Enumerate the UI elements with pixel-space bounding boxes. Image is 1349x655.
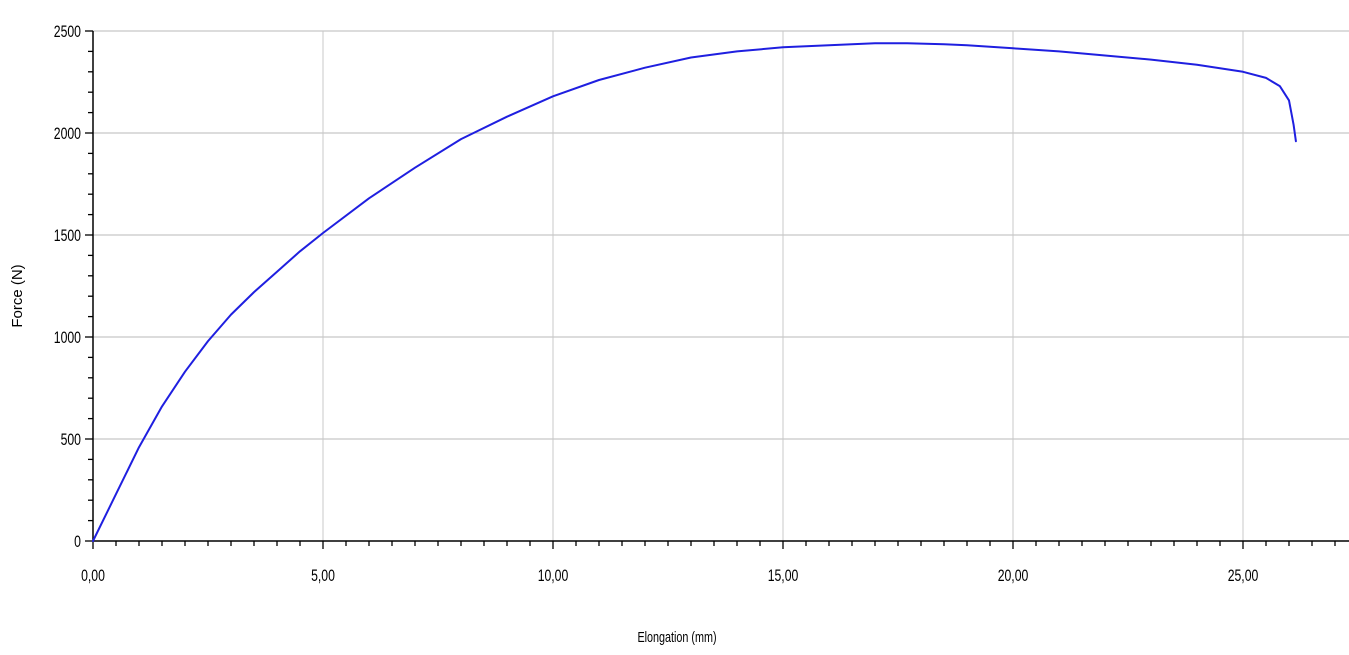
x-tick-label: 0,00 [81, 567, 105, 585]
tick-labels: 0,00 5,00 10,00 15,00 20,00 25,00 0 500 1000 1500… [54, 23, 1259, 585]
x-tick-label: 20,00 [998, 567, 1029, 585]
x-tick-label: 10,00 [538, 567, 569, 585]
y-tick-label: 2500 [54, 23, 81, 41]
x-tick-label: 25,00 [1228, 567, 1259, 585]
y-tick-label: 1000 [54, 329, 81, 347]
y-tick-label: 500 [61, 431, 81, 449]
x-tick-label: 5,00 [311, 567, 335, 585]
axes [92, 31, 1349, 542]
x-axis-title: Elongation (mm) [637, 628, 716, 645]
y-tick-label: 1500 [54, 227, 81, 245]
data-series [92, 42, 1297, 542]
tick-marks [85, 30, 1336, 549]
y-tick-label: 0 [74, 533, 81, 551]
y-axis-title: Force (N) [9, 264, 26, 327]
grid-lines [93, 30, 1349, 541]
x-tick-label: 15,00 [768, 567, 799, 585]
series-line-0 [92, 42, 1297, 542]
y-tick-label: 2000 [54, 125, 81, 143]
